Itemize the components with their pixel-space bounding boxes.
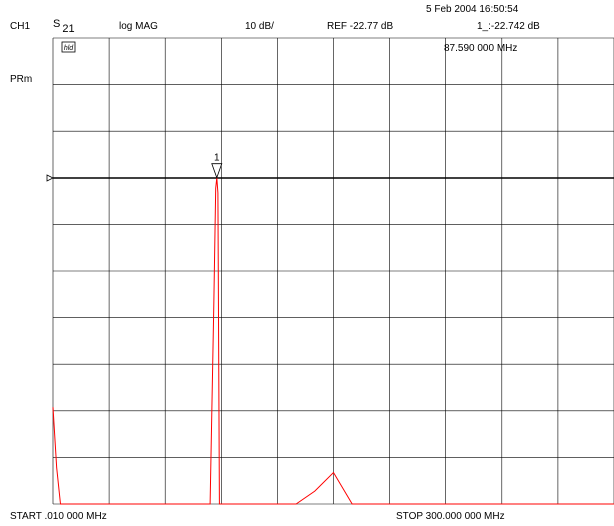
marker-1-triangle (211, 163, 223, 179)
param-main: S (53, 18, 61, 30)
scale-label: 10 dB/ (245, 21, 274, 32)
timestamp: 5 Feb 2004 16:50:54 (426, 4, 519, 15)
reference-arrow (46, 174, 54, 182)
hold-badge: hld (61, 41, 76, 53)
stop-freq-label: STOP 300.000 000 MHz (396, 511, 505, 522)
channel-label: CH1 (10, 21, 31, 32)
start-freq-label: START .010 000 MHz (10, 511, 107, 522)
marker-freq-readout: 87.590 000 MHz (444, 43, 518, 54)
grid (52, 37, 614, 505)
hold-badge-text: hld (64, 45, 74, 52)
param-label: S 21 (53, 18, 75, 35)
param-sub: 21 (62, 23, 75, 35)
trace-s21 (52, 177, 614, 505)
ref-label: REF -22.77 dB (327, 21, 394, 32)
marker-1-label: 1 (214, 153, 220, 164)
prm-label: PRm (10, 74, 33, 85)
format-label: log MAG (119, 21, 158, 32)
marker-readout: 1_:-22.742 dB (477, 21, 540, 32)
marker-1: 1 (211, 153, 223, 179)
